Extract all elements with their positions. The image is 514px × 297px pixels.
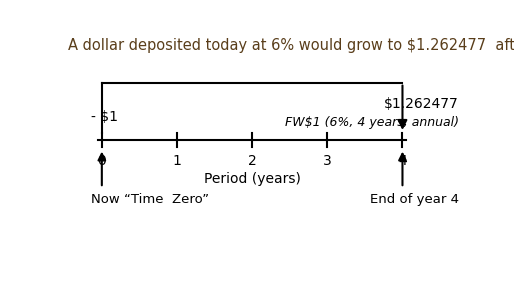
Text: 1: 1 bbox=[173, 154, 181, 168]
Text: $1.262477: $1.262477 bbox=[384, 97, 459, 111]
Text: End of year 4: End of year 4 bbox=[370, 193, 459, 206]
Text: FW$1 (6%, 4 years, annual): FW$1 (6%, 4 years, annual) bbox=[285, 116, 459, 129]
Text: 4: 4 bbox=[398, 154, 407, 168]
Text: Period (years): Period (years) bbox=[204, 172, 301, 186]
Text: 3: 3 bbox=[323, 154, 332, 168]
Text: 0: 0 bbox=[98, 154, 106, 168]
Text: Now “Time  Zero”: Now “Time Zero” bbox=[90, 193, 209, 206]
Text: 2: 2 bbox=[248, 154, 256, 168]
Text: - $1: - $1 bbox=[90, 110, 118, 124]
Text: A dollar deposited today at 6% would grow to $1.262477  after 4 years.: A dollar deposited today at 6% would gro… bbox=[68, 38, 514, 53]
